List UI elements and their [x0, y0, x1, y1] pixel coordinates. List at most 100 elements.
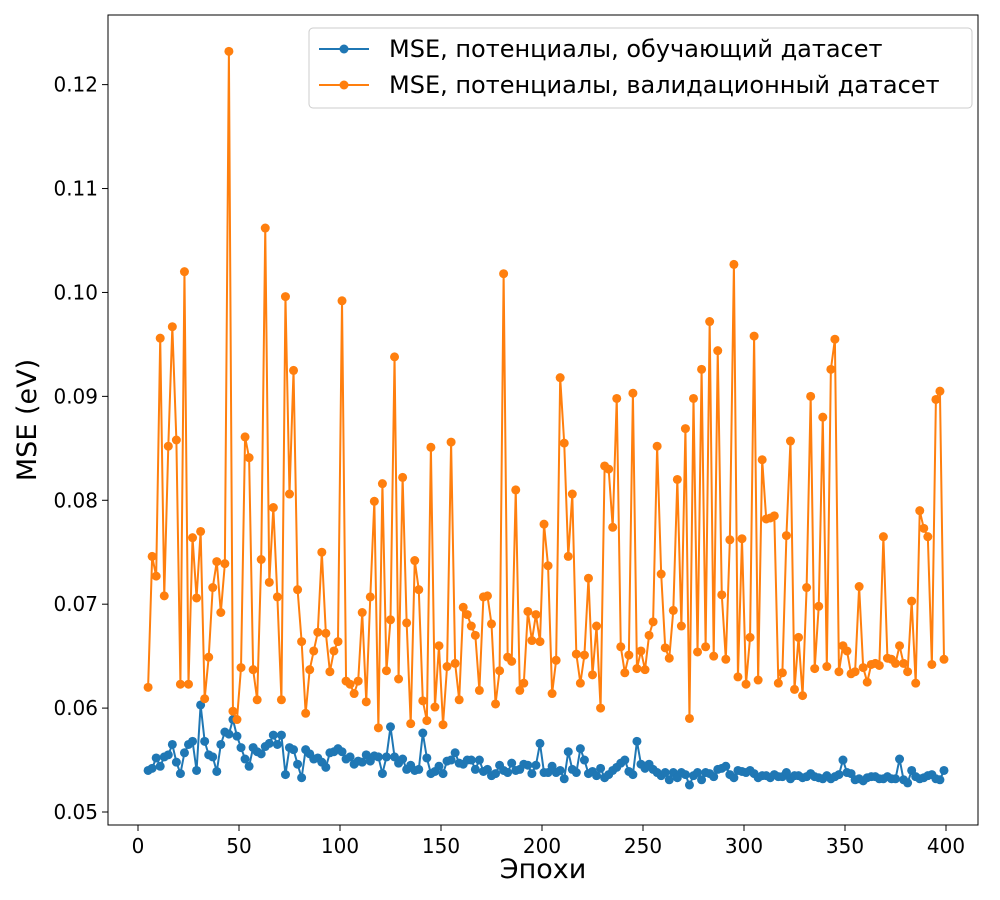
point-marker: [693, 768, 703, 778]
point-marker: [757, 455, 767, 465]
point-marker: [701, 642, 711, 652]
point-marker: [507, 758, 517, 768]
point-marker: [264, 738, 274, 748]
point-marker: [495, 666, 505, 676]
point-marker: [563, 747, 573, 757]
point-marker: [878, 532, 888, 542]
point-marker: [592, 621, 602, 631]
point-marker: [616, 642, 626, 652]
point-marker: [713, 346, 723, 356]
point-marker: [656, 569, 666, 579]
point-marker: [632, 736, 642, 746]
point-marker: [373, 723, 383, 733]
point-marker: [624, 650, 634, 660]
point-marker: [511, 485, 521, 495]
point-marker: [171, 757, 181, 767]
point-marker: [781, 531, 791, 541]
point-marker: [491, 769, 501, 779]
point-marker: [313, 627, 323, 637]
point-marker: [289, 365, 299, 375]
point-marker: [640, 665, 650, 675]
point-marker: [284, 489, 294, 499]
point-marker: [895, 641, 905, 651]
point-marker: [422, 753, 432, 763]
y-tick-label: 0.10: [53, 280, 98, 304]
point-marker: [903, 667, 913, 677]
point-marker: [240, 432, 250, 442]
point-marker: [596, 703, 606, 713]
plot-area: [143, 46, 949, 790]
point-marker: [353, 676, 363, 686]
point-marker: [684, 713, 694, 723]
point-marker: [272, 739, 282, 749]
point-marker: [426, 442, 436, 452]
point-marker: [317, 547, 327, 557]
point-marker: [155, 761, 165, 771]
point-marker: [216, 607, 226, 617]
point-marker: [810, 664, 820, 674]
legend-swatch-marker: [339, 44, 349, 54]
point-marker: [818, 412, 828, 422]
point-marker: [535, 738, 545, 748]
point-marker: [919, 523, 929, 533]
legend-swatch-marker: [339, 80, 349, 90]
point-marker: [482, 591, 492, 601]
point-marker: [256, 749, 266, 759]
x-tick-label: 0: [132, 834, 145, 858]
point-marker: [442, 662, 452, 672]
point-marker: [466, 755, 476, 765]
point-marker: [684, 780, 694, 790]
y-tick-label: 0.12: [53, 73, 98, 97]
point-marker: [931, 394, 941, 404]
point-marker: [834, 770, 844, 780]
point-marker: [680, 770, 690, 780]
point-marker: [660, 643, 670, 653]
point-marker: [648, 617, 658, 627]
point-marker: [430, 702, 440, 712]
point-marker: [373, 752, 383, 762]
point-marker: [842, 646, 852, 656]
point-marker: [790, 684, 800, 694]
point-marker: [850, 667, 860, 677]
y-axis-label: MSE (eV): [12, 359, 43, 481]
point-marker: [612, 393, 622, 403]
point-marker: [834, 667, 844, 677]
point-marker: [503, 768, 513, 778]
point-marker: [474, 685, 484, 695]
point-marker: [907, 596, 917, 606]
point-marker: [394, 674, 404, 684]
point-marker: [329, 646, 339, 656]
point-marker: [802, 583, 812, 593]
point-marker: [725, 535, 735, 545]
point-marker: [179, 748, 189, 758]
point-marker: [583, 573, 593, 583]
point-marker: [592, 771, 602, 781]
point-marker: [693, 647, 703, 657]
point-marker: [527, 636, 537, 646]
point-marker: [163, 441, 173, 451]
axes-frame: [107, 14, 979, 826]
point-marker: [446, 437, 456, 447]
point-marker: [406, 719, 416, 729]
point-marker: [567, 489, 577, 499]
point-marker: [188, 736, 198, 746]
point-marker: [361, 697, 371, 707]
point-marker: [232, 715, 242, 725]
point-marker: [491, 699, 501, 709]
point-marker: [785, 436, 795, 446]
point-marker: [183, 679, 193, 689]
point-marker: [398, 472, 408, 482]
point-marker: [268, 503, 278, 513]
point-marker: [418, 696, 428, 706]
point-marker: [697, 364, 707, 374]
point-marker: [414, 585, 424, 595]
point-marker: [575, 744, 585, 754]
point-marker: [410, 556, 420, 566]
point-marker: [579, 650, 589, 660]
legend: MSE, потенциалы, обучающий датасет MSE, п…: [308, 27, 973, 109]
point-marker: [903, 778, 913, 788]
point-marker: [381, 752, 391, 762]
point-marker: [515, 685, 525, 695]
point-marker: [434, 761, 444, 771]
point-marker: [854, 582, 864, 592]
